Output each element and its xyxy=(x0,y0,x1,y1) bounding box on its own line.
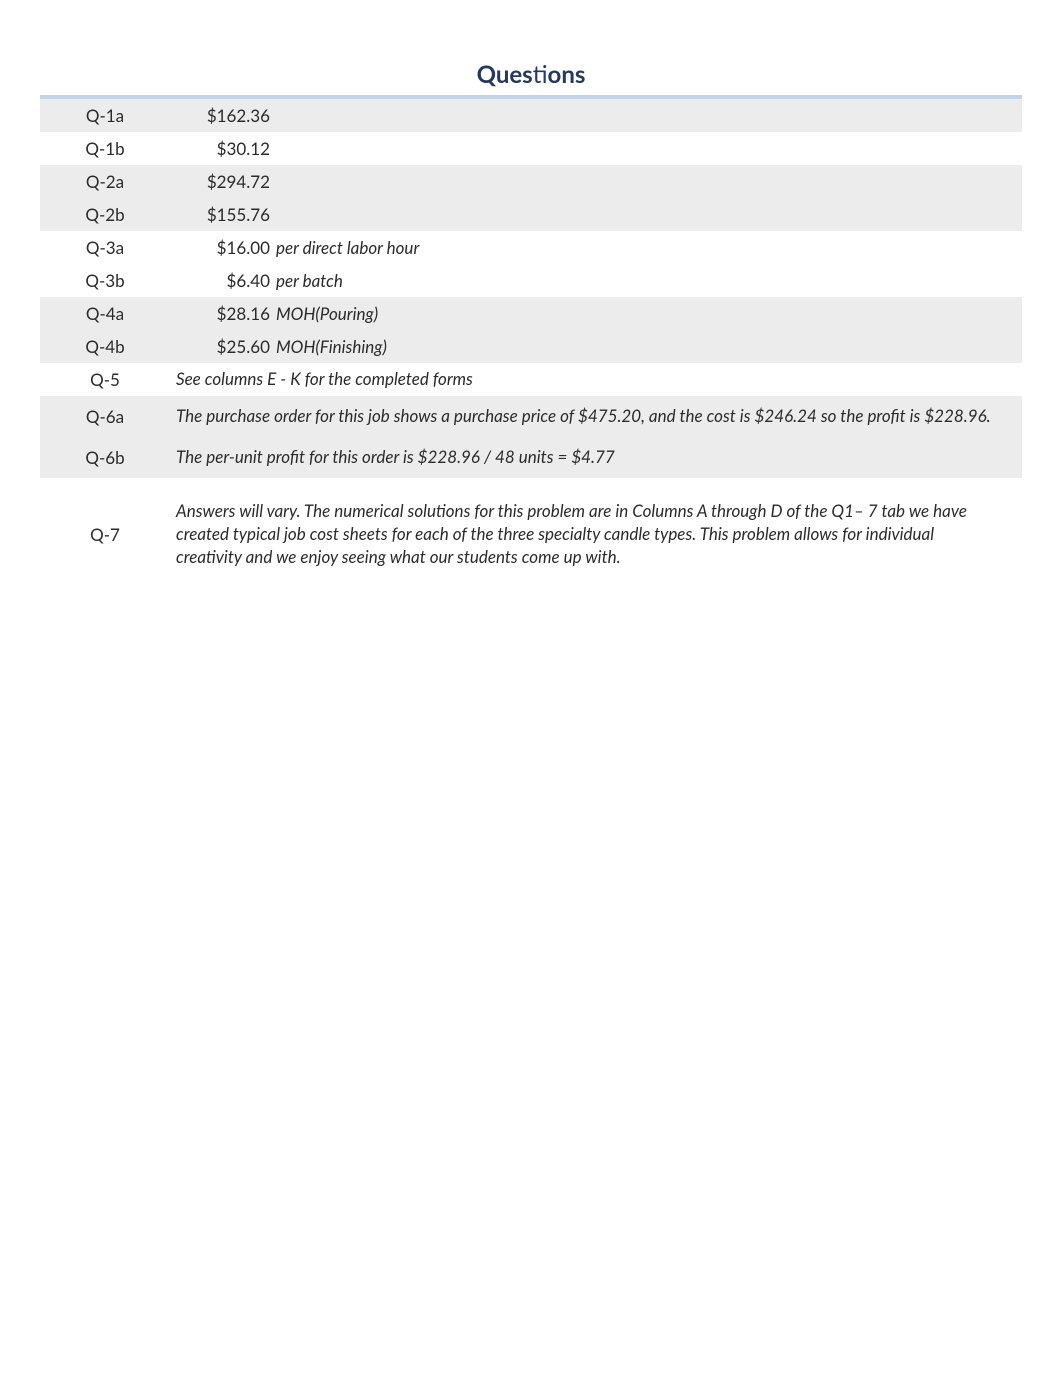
answer-amount: $16.00 xyxy=(170,237,270,258)
answer-amount: $294.72 xyxy=(170,171,270,192)
answer-note: MOH(Pouring) xyxy=(276,303,378,324)
answer-cell: $162.36 xyxy=(170,105,1022,126)
answer-cell: The purchase order for this job shows a … xyxy=(170,405,1022,428)
table-row: Q-1b $30.12 xyxy=(40,132,1022,165)
answer-note: per batch xyxy=(276,270,343,291)
answer-cell: The per-unit profit for this order is $2… xyxy=(170,446,1022,469)
table-row: Q-1a $162.36 xyxy=(40,99,1022,132)
question-id: Q-2b xyxy=(40,202,170,227)
answer-note: per direct labor hour xyxy=(276,237,419,258)
title-part1: Ques xyxy=(477,60,533,89)
answer-amount: $30.12 xyxy=(170,138,270,159)
answer-cell: See columns E - K for the completed form… xyxy=(170,368,1022,391)
answer-amount: $162.36 xyxy=(170,105,270,126)
question-id: Q-6b xyxy=(40,445,170,470)
question-id: Q-6a xyxy=(40,404,170,429)
answer-cell: $16.00 per direct labor hour xyxy=(170,237,1022,258)
answer-cell: $6.40 per batch xyxy=(170,270,1022,291)
answer-amount: $28.16 xyxy=(170,303,270,324)
answer-text: The purchase order for this job shows a … xyxy=(170,405,991,428)
table-row: Q-3a $16.00 per direct labor hour xyxy=(40,231,1022,264)
table-row: Q-5 See columns E - K for the completed … xyxy=(40,363,1022,396)
question-id: Q-3b xyxy=(40,268,170,293)
table-row: Q-4b $25.60 MOH(Finishing) xyxy=(40,330,1022,363)
answer-text: The per-unit profit for this order is $2… xyxy=(170,446,615,469)
answer-text: See columns E - K for the completed form… xyxy=(170,368,473,391)
question-id: Q-3a xyxy=(40,235,170,260)
table-row: Q-6b The per-unit profit for this order … xyxy=(40,437,1022,478)
table-row: Q-3b $6.40 per batch xyxy=(40,264,1022,297)
answer-amount: $25.60 xyxy=(170,336,270,357)
question-id: Q-1a xyxy=(40,103,170,128)
question-id: Q-4b xyxy=(40,334,170,359)
title-part3: ons xyxy=(548,60,586,89)
question-id: Q-7 xyxy=(40,522,170,547)
table-row: Q-7 Answers will vary. The numerical sol… xyxy=(40,492,1022,577)
question-id: Q-4a xyxy=(40,301,170,326)
answer-cell: $155.76 xyxy=(170,204,1022,225)
answer-cell: $30.12 xyxy=(170,138,1022,159)
title-part2: ti xyxy=(533,60,548,89)
answer-text: Answers will vary. The numerical solutio… xyxy=(170,500,1002,569)
answer-cell: Answers will vary. The numerical solutio… xyxy=(170,500,1022,569)
table-row: Q-2b $155.76 xyxy=(40,198,1022,231)
table-row: Q-6a The purchase order for this job sho… xyxy=(40,396,1022,437)
answer-note: MOH(Finishing) xyxy=(276,336,387,357)
answer-cell: $28.16 MOH(Pouring) xyxy=(170,303,1022,324)
table-row: Q-2a $294.72 xyxy=(40,165,1022,198)
table-row: Q-4a $28.16 MOH(Pouring) xyxy=(40,297,1022,330)
answer-cell: $294.72 xyxy=(170,171,1022,192)
question-id: Q-5 xyxy=(40,367,170,392)
question-id: Q-2a xyxy=(40,169,170,194)
answer-cell: $25.60 MOH(Finishing) xyxy=(170,336,1022,357)
page-title: Questions xyxy=(40,60,1022,89)
answer-amount: $6.40 xyxy=(170,270,270,291)
answer-amount: $155.76 xyxy=(170,204,270,225)
question-id: Q-1b xyxy=(40,136,170,161)
row-spacer xyxy=(40,478,1022,492)
answers-table: Q-1a $162.36 Q-1b $30.12 Q-2a $294.72 Q-… xyxy=(40,99,1022,577)
